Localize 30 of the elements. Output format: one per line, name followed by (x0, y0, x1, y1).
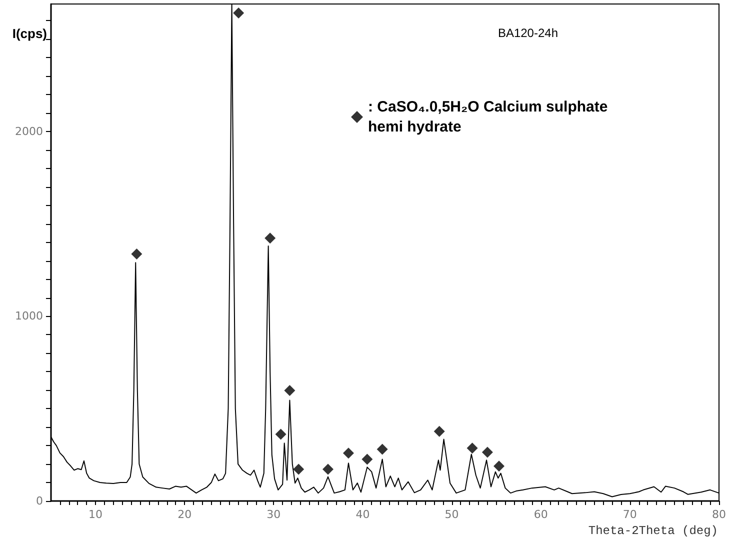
y-tick-label: 0 (36, 494, 43, 508)
text: BA120-24h (498, 26, 558, 40)
x-tick-label: 20 (178, 508, 192, 521)
point (494, 460, 505, 472)
x-tick-label: 40 (356, 508, 370, 521)
point (293, 464, 304, 475)
x-tick-label: 70 (622, 508, 637, 521)
point (131, 248, 142, 260)
point (264, 232, 276, 244)
point (482, 446, 493, 458)
legend-label: : CaSO₄.0,5H₂O Calcium sulphate hemi hydrate (368, 98, 612, 136)
point (322, 464, 334, 475)
line-series (50, 4, 720, 498)
x-axis-title: Theta-2Theta (deg) (588, 524, 718, 538)
point (233, 8, 244, 19)
point (362, 454, 373, 465)
x-tick-label: 10 (88, 508, 103, 521)
point (376, 444, 388, 455)
x-tick-label: 80 (712, 508, 726, 521)
y-tick-label: 1000 (15, 310, 43, 323)
x-tick-label: 60 (534, 508, 548, 521)
y-tick-label: 2000 (15, 124, 43, 138)
point (434, 426, 445, 437)
point (342, 448, 354, 459)
y-axis-title: I(cps) (12, 26, 47, 41)
point (284, 385, 296, 396)
point (466, 442, 478, 454)
point (275, 428, 286, 440)
x-tick-label: 50 (444, 508, 459, 521)
x-tick-label: 30 (266, 508, 281, 521)
